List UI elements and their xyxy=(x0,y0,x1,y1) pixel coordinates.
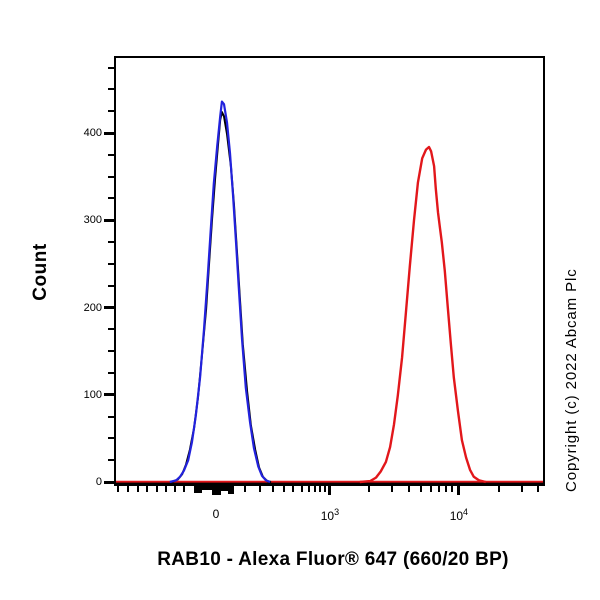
x-minor-tick xyxy=(445,486,448,492)
x-tick-label-base: 10 xyxy=(449,509,464,523)
x-tick-label-exponent: 4 xyxy=(463,507,469,517)
y-axis-title: Count xyxy=(30,243,51,301)
x-major-tick xyxy=(457,486,461,495)
y-tick-label: 400 xyxy=(83,127,102,139)
x-minor-tick xyxy=(291,486,294,492)
x-zero-cluster-tick xyxy=(194,486,203,493)
y-tick-label: 300 xyxy=(83,214,102,227)
x-minor-tick xyxy=(419,486,422,492)
y-tick-label: 100 xyxy=(83,388,102,401)
x-minor-tick xyxy=(137,486,140,492)
figure-title: RAB10 - Alexa Fluor® 647 (660/20 BP) xyxy=(157,549,509,570)
copyright-notice: Copyright (c) 2022 Abcam Plc xyxy=(563,268,580,492)
y-minor-tick xyxy=(108,197,114,200)
x-minor-tick xyxy=(126,486,129,492)
y-minor-tick xyxy=(108,415,114,418)
x-zero-cluster-tick xyxy=(221,486,229,491)
y-minor-tick xyxy=(108,262,114,265)
x-minor-tick xyxy=(301,486,304,492)
y-minor-tick xyxy=(108,88,114,91)
x-minor-tick xyxy=(451,486,454,492)
plot-area xyxy=(114,56,545,486)
y-minor-tick xyxy=(108,175,114,178)
y-major-tick xyxy=(104,306,114,309)
x-minor-tick xyxy=(521,486,524,492)
x-minor-tick xyxy=(164,486,167,492)
x-minor-tick xyxy=(117,486,120,492)
x-minor-tick xyxy=(390,486,393,492)
curve-rab10-red xyxy=(359,145,487,484)
x-minor-tick xyxy=(498,486,501,492)
x-tick-label: 104 xyxy=(450,507,468,523)
y-minor-tick xyxy=(108,437,114,440)
x-minor-tick xyxy=(155,486,158,492)
y-tick-label: 0 xyxy=(95,476,102,488)
curve-control-black xyxy=(171,111,272,483)
y-minor-tick xyxy=(108,284,114,287)
x-major-tick xyxy=(214,486,218,495)
x-tick-label-exponent: 3 xyxy=(334,507,340,517)
x-minor-tick xyxy=(182,486,185,492)
x-minor-tick xyxy=(407,486,410,492)
x-minor-tick xyxy=(173,486,176,492)
x-tick-label-base: 0 xyxy=(212,507,220,521)
y-minor-tick xyxy=(108,459,114,462)
y-tick-label: 200 xyxy=(83,301,102,314)
x-minor-tick xyxy=(146,486,149,492)
y-minor-tick xyxy=(108,371,114,374)
x-minor-tick xyxy=(536,486,539,492)
y-minor-tick xyxy=(108,328,114,331)
y-major-tick xyxy=(104,480,114,484)
x-minor-tick xyxy=(243,486,246,492)
x-major-tick xyxy=(328,486,332,495)
x-tick-label: 0 xyxy=(213,507,220,521)
x-minor-tick xyxy=(282,486,285,492)
y-major-tick xyxy=(104,131,114,135)
x-minor-tick xyxy=(319,486,322,492)
x-tick-label: 103 xyxy=(321,507,339,523)
x-minor-tick xyxy=(308,486,310,492)
y-minor-tick xyxy=(108,350,114,353)
x-minor-tick xyxy=(272,486,275,492)
x-minor-tick xyxy=(258,486,261,492)
x-minor-tick xyxy=(437,486,440,492)
histogram-canvas xyxy=(116,100,543,484)
y-minor-tick xyxy=(108,241,114,244)
curve-control-blue xyxy=(169,100,271,484)
x-zero-cluster-tick xyxy=(227,486,234,494)
x-tick-label-base: 10 xyxy=(320,509,335,523)
y-minor-tick xyxy=(108,66,114,69)
x-minor-tick xyxy=(313,486,316,492)
y-major-tick xyxy=(104,393,114,397)
y-minor-tick xyxy=(108,153,114,156)
x-minor-tick xyxy=(367,486,370,492)
x-minor-tick xyxy=(430,486,433,492)
y-major-tick xyxy=(104,218,114,222)
x-minor-tick xyxy=(323,486,326,492)
y-minor-tick xyxy=(108,110,114,113)
x-zero-cluster-tick xyxy=(201,486,212,490)
